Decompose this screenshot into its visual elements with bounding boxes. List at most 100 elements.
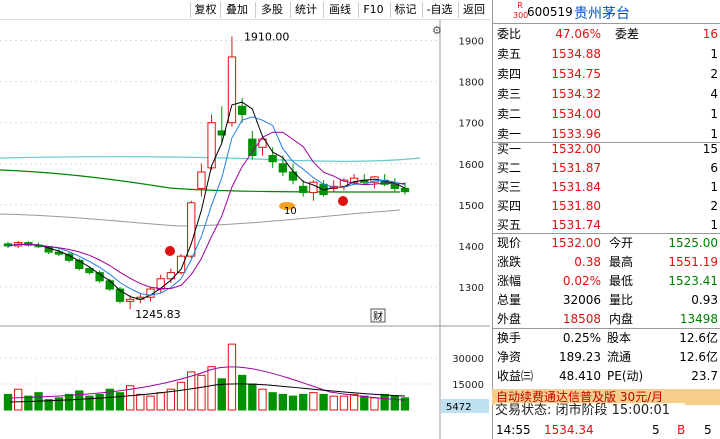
candle-body <box>268 155 277 163</box>
ma-line <box>0 209 401 227</box>
toolbar-item-6[interactable]: 标记 <box>390 2 420 18</box>
candle-body <box>125 298 135 302</box>
candle-body <box>75 259 84 269</box>
ad-banner[interactable]: 自动续费通达信普及版 30元/月 <box>492 389 720 405</box>
quote-label2: 今开 <box>609 236 634 250</box>
fin-value2: 23.7 <box>691 369 718 383</box>
price-tick: 1400 <box>459 242 484 253</box>
fin-label: 收益㈢ <box>497 369 534 383</box>
fin-label: 净资 <box>497 350 522 364</box>
toolbar-item-8[interactable]: 返回 <box>458 2 489 18</box>
toolbar: 复权 叠加 多股 统计 画线 F10 标记 -自选 返回 <box>0 0 490 20</box>
ad-text: 自动续费通达信普及版 30元/月 <box>496 390 664 404</box>
quote-label2: 量比 <box>609 293 634 307</box>
low-annotation: 1245.83 <box>135 308 181 321</box>
quote-label2: 内盘 <box>609 312 634 326</box>
tick-vol: 5 <box>652 423 660 437</box>
price-tick: 1500 <box>459 201 484 212</box>
volume-bar <box>360 395 369 411</box>
volume-bar <box>299 393 308 411</box>
price-tick: 1600 <box>459 160 484 171</box>
volume-bar <box>187 371 196 411</box>
volume-bar <box>95 393 104 411</box>
toolbar-item-5[interactable]: F10 <box>358 2 388 18</box>
sell-price: 1534.00 <box>551 107 601 121</box>
kline-chart[interactable]: 1900 1800 1700 1600 1500 1400 1300 1910.00 1245.… <box>0 20 490 439</box>
toolbar-item-1[interactable]: 叠加 <box>220 2 253 18</box>
quote-value2: 1523.41 <box>668 274 718 288</box>
volume-bar <box>278 393 288 411</box>
wb-value: 47.06% <box>555 27 601 41</box>
fin-value2: 12.6亿 <box>679 331 718 345</box>
volume-bar <box>309 392 318 411</box>
candle-body <box>217 130 226 136</box>
quote-label: 涨跌 <box>497 255 522 269</box>
candle-body <box>288 171 298 181</box>
quote-value2: 0.93 <box>691 293 718 307</box>
toolbar-item-3[interactable]: 统计 <box>290 2 321 18</box>
price-tick: 1800 <box>459 78 484 89</box>
volume-bar <box>258 388 267 411</box>
volume-bar <box>329 395 338 411</box>
candle-body <box>85 267 94 274</box>
buy-vol: 15 <box>702 142 718 156</box>
candle-body <box>187 202 196 257</box>
candle-body <box>197 171 206 189</box>
sell-vol: 1 <box>710 47 718 61</box>
ma20-line <box>7 131 406 289</box>
volume-bar <box>380 393 389 411</box>
sell-level-label: 卖四 <box>497 67 522 81</box>
volume-bar <box>44 399 53 411</box>
event-marker <box>165 246 175 256</box>
divider <box>493 328 720 329</box>
sell-vol: 2 <box>710 67 718 81</box>
volume-bar <box>64 393 74 411</box>
volume-ma <box>9 383 406 403</box>
candle-body <box>248 138 257 157</box>
volume-bar <box>349 393 359 411</box>
badge-bottom: 300 <box>513 11 529 20</box>
tick-row: 14:55 1534.34 5 B 5 <box>492 421 720 439</box>
toolbar-item-7[interactable]: -自选 <box>422 2 456 18</box>
buy-level-label: 买四 <box>497 199 522 213</box>
quote-value2: 1551.19 <box>668 255 718 269</box>
tick-count: 5 <box>704 423 712 437</box>
candle-body <box>156 278 165 290</box>
tick-price: 1534.34 <box>544 423 594 437</box>
sell-price: 1534.88 <box>551 47 601 61</box>
buy-level-label: 买三 <box>497 180 522 194</box>
buy-price: 1531.80 <box>551 199 601 213</box>
candle-body <box>400 187 410 193</box>
sell-level-label: 卖一 <box>497 127 522 141</box>
volume-bar <box>197 374 206 411</box>
volume-bar <box>24 395 33 411</box>
volume-bar <box>227 343 237 411</box>
volume-bar <box>400 397 410 411</box>
volume-bar <box>207 366 216 411</box>
candle-body <box>278 163 288 173</box>
volume-tick: 15000 <box>452 380 484 391</box>
wb-label: 委比 <box>497 27 522 41</box>
toolbar-item-2[interactable]: 多股 <box>255 2 288 18</box>
buy-level-label: 买五 <box>497 218 522 232</box>
price-tick: 1900 <box>459 37 484 48</box>
quote-label: 涨幅 <box>497 274 522 288</box>
badge-top: R <box>517 1 523 10</box>
volume-bar <box>217 378 226 411</box>
cai-box <box>370 308 386 323</box>
buy-vol: 1 <box>710 180 718 194</box>
candle-body <box>237 105 247 115</box>
toolbar-item-4[interactable]: 画线 <box>323 2 356 18</box>
quote-value: 32006 <box>562 293 601 307</box>
buy-level-label: 买一 <box>497 142 522 156</box>
high-annotation: 1910.00 <box>244 30 290 43</box>
buy-price: 1531.74 <box>551 218 601 232</box>
sell-level-label: 卖五 <box>497 47 522 61</box>
toolbar-item-0[interactable]: 复权 <box>190 2 220 18</box>
ma10-line <box>7 116 406 296</box>
quote-label: 总量 <box>497 293 522 307</box>
divider <box>493 142 720 143</box>
buy-vol: 1 <box>710 218 718 232</box>
stock-name[interactable]: 贵州茅台 <box>574 6 630 22</box>
candle-body <box>349 177 359 183</box>
